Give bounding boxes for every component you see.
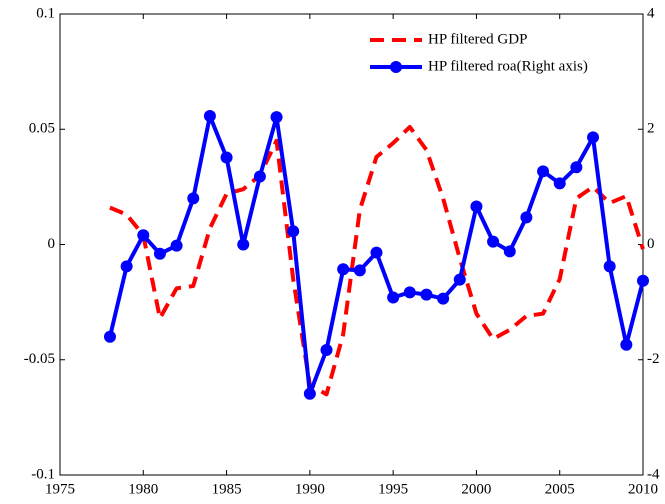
y-tick-label: -0.05 <box>24 351 55 367</box>
x-tick-label: 1975 <box>45 481 75 497</box>
point <box>637 274 649 287</box>
point <box>420 288 433 301</box>
point <box>253 170 266 183</box>
point <box>353 264 366 277</box>
point <box>553 177 566 190</box>
point <box>187 192 200 205</box>
y-tick-label: 0.1 <box>36 5 55 21</box>
point <box>270 111 283 124</box>
point <box>203 109 216 122</box>
point <box>503 245 516 258</box>
point <box>470 200 483 213</box>
point <box>387 291 400 304</box>
point <box>587 131 600 144</box>
point <box>137 229 150 242</box>
point <box>537 165 550 178</box>
point <box>303 387 316 400</box>
point <box>237 238 250 251</box>
legend-label: HP filtered GDP <box>428 31 527 47</box>
point <box>487 235 500 248</box>
y2-tick-label: 4 <box>647 5 655 21</box>
x-tick-label: 2000 <box>461 481 491 497</box>
y-tick-label: 0.05 <box>29 121 55 137</box>
y2-tick-label: -2 <box>647 351 660 367</box>
point <box>153 247 166 260</box>
y-tick-label: 0 <box>48 236 56 252</box>
point <box>403 286 416 299</box>
point <box>287 225 300 238</box>
point <box>437 292 450 305</box>
point <box>103 330 116 343</box>
x-tick-label: 1995 <box>378 481 408 497</box>
x-tick-label: 1990 <box>295 481 325 497</box>
y2-tick-label: -4 <box>647 466 660 482</box>
y2-tick-label: 2 <box>647 121 655 137</box>
point <box>320 343 333 356</box>
point <box>120 260 133 273</box>
point <box>570 161 583 174</box>
plot-frame <box>59 13 644 476</box>
x-tick-label: 2010 <box>628 481 658 497</box>
point <box>170 239 183 252</box>
point <box>520 211 533 224</box>
x-tick-label: 1980 <box>128 481 158 497</box>
x-tick-label: 1985 <box>212 481 242 497</box>
point <box>453 273 466 286</box>
legend-marker <box>390 61 402 73</box>
point <box>620 338 633 351</box>
series-line <box>109 124 645 397</box>
y-tick-label: -0.1 <box>31 466 55 482</box>
point <box>220 151 233 164</box>
point <box>337 263 350 276</box>
point <box>603 260 616 273</box>
legend-label: HP filtered roa(Right axis) <box>428 58 588 74</box>
y2-tick-label: 0 <box>647 236 655 252</box>
point <box>370 246 383 259</box>
x-tick-label: 2005 <box>545 481 575 497</box>
